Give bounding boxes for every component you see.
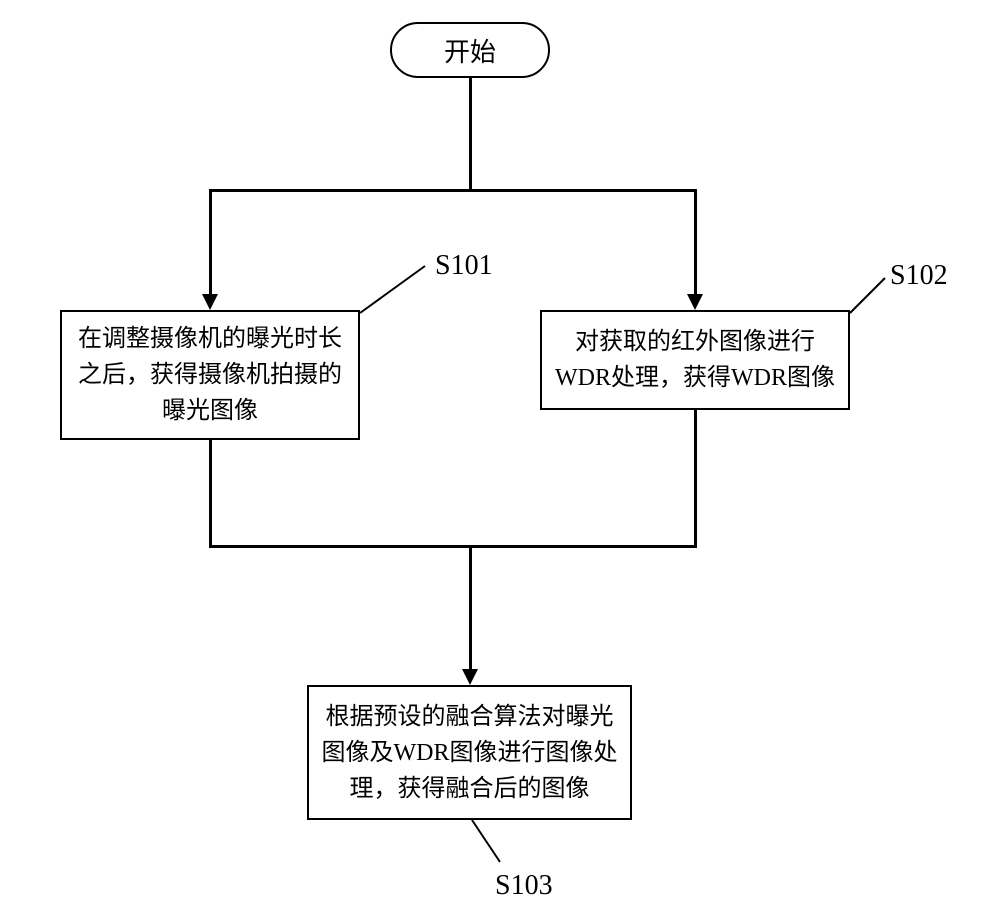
- process-s101: 在调整摄像机的曝光时长之后，获得摄像机拍摄的曝光图像: [60, 310, 360, 440]
- process-s103: 根据预设的融合算法对曝光图像及WDR图像进行图像处理，获得融合后的图像: [307, 685, 632, 820]
- edge-s101-down: [209, 440, 212, 547]
- edge-start-down: [469, 78, 472, 190]
- edge-s102-down: [694, 410, 697, 547]
- process-s102: 对获取的红外图像进行WDR处理，获得WDR图像: [540, 310, 850, 410]
- arrowhead-s103: [462, 669, 478, 685]
- edge-top-hline: [209, 189, 697, 192]
- process-s103-text: 根据预设的融合算法对曝光图像及WDR图像进行图像处理，获得融合后的图像: [321, 699, 618, 807]
- process-s102-text: 对获取的红外图像进行WDR处理，获得WDR图像: [554, 324, 836, 396]
- process-s101-text: 在调整摄像机的曝光时长之后，获得摄像机拍摄的曝光图像: [74, 321, 346, 429]
- label-s102: S102: [890, 260, 948, 292]
- edge-merge-down: [469, 545, 472, 669]
- edge-to-s101: [209, 189, 212, 294]
- arrowhead-s102: [687, 294, 703, 310]
- arrowhead-s101: [202, 294, 218, 310]
- label-s103: S103: [495, 870, 553, 902]
- label-s101: S101: [435, 250, 493, 282]
- start-label: 开始: [444, 32, 496, 69]
- edge-mid-hline: [209, 545, 697, 548]
- edge-to-s102: [694, 189, 697, 294]
- start-node: 开始: [390, 22, 550, 78]
